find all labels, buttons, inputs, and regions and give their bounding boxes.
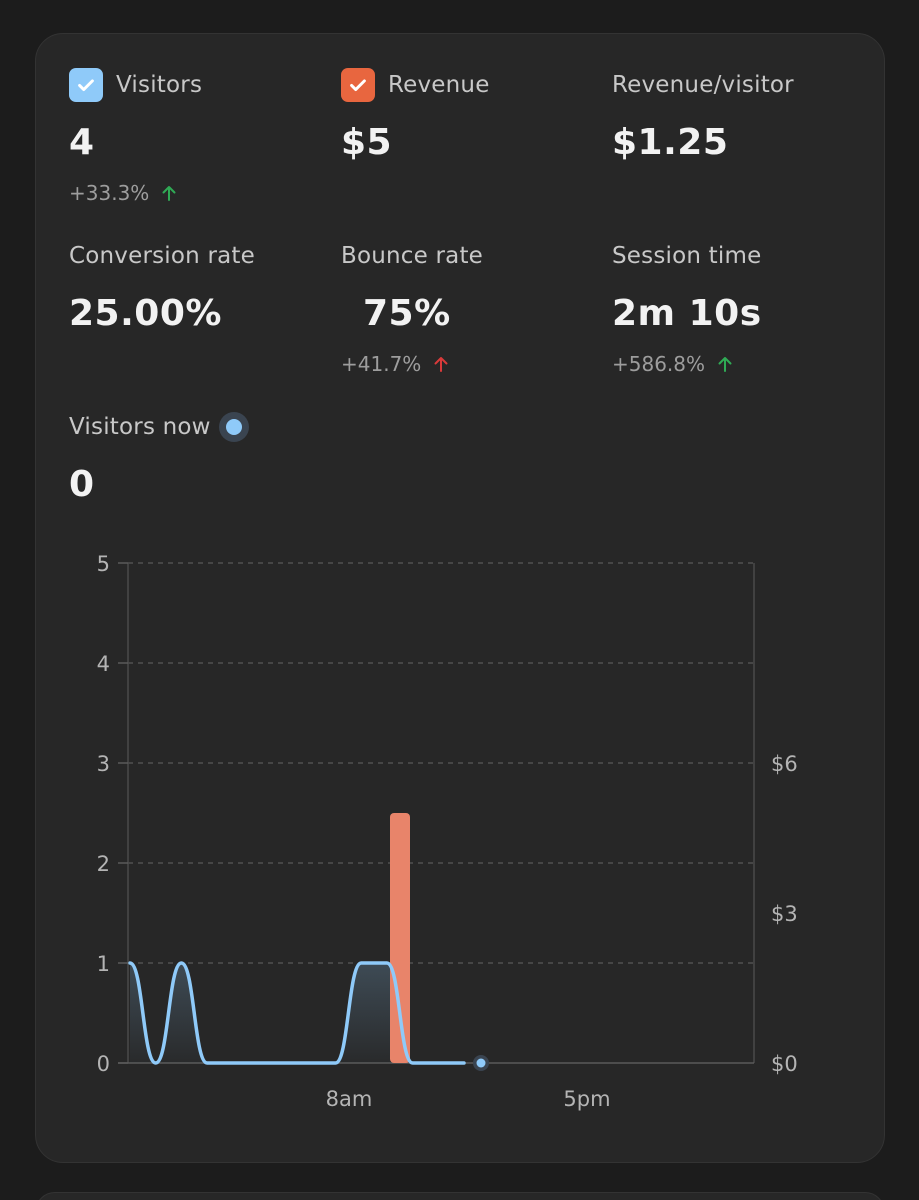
- arrow-up-icon: [434, 357, 448, 372]
- y-tick-label: 3: [97, 752, 110, 776]
- visitors-label: Visitors: [116, 72, 203, 98]
- live-indicator-icon: [218, 412, 249, 442]
- revenue-checkbox[interactable]: [341, 68, 375, 102]
- y-tick-label: 4: [97, 652, 110, 676]
- revenue-value: $5: [341, 122, 393, 163]
- visitors-line: [128, 961, 466, 1065]
- metric-revenue-per-visitor[interactable]: Revenue/visitor $1.25: [612, 68, 862, 163]
- y-right-tick-label: $3: [771, 902, 798, 926]
- bounce-rate-change-text: +41.7%: [341, 352, 422, 376]
- visitors-line-path: [128, 961, 466, 1065]
- y-right-tick-label: $6: [771, 752, 798, 776]
- y-tick-label: 2: [97, 852, 110, 876]
- bounce-rate-value: 75%: [363, 293, 451, 334]
- metric-revenue[interactable]: Revenue $5: [341, 68, 591, 163]
- session-time-label: Session time: [612, 243, 762, 269]
- visitors-checkbox[interactable]: [69, 68, 103, 102]
- revenue-label: Revenue: [388, 72, 490, 98]
- metric-bounce-rate[interactable]: Bounce rate 75% +41.7%: [341, 239, 591, 376]
- chart-axes: [118, 562, 755, 1064]
- session-time-value: 2m 10s: [612, 293, 762, 334]
- revenue-per-visitor-label: Revenue/visitor: [612, 72, 794, 98]
- y-right-tick-label: $0: [771, 1052, 798, 1076]
- current-point: [473, 1055, 489, 1071]
- current-point-dot: [476, 1058, 486, 1068]
- metric-visitors[interactable]: Visitors 4 +33.3%: [69, 68, 319, 205]
- y-axis-left-labels: 0 1 2 3 4 5: [97, 552, 110, 1076]
- y-tick-label: 5: [97, 552, 110, 576]
- session-time-change: +586.8%: [612, 352, 862, 376]
- visitors-change-text: +33.3%: [69, 181, 150, 205]
- visitors-change: +33.3%: [69, 181, 319, 205]
- conversion-rate-value: 25.00%: [69, 293, 222, 334]
- x-axis-labels: 8am 5pm: [326, 1087, 611, 1111]
- visitors-now-value: 0: [69, 464, 95, 505]
- arrow-up-icon: [162, 186, 176, 201]
- session-time-change-text: +586.8%: [612, 352, 706, 376]
- bounce-rate-label: Bounce rate: [341, 243, 484, 269]
- arrow-up-icon: [718, 357, 732, 372]
- conversion-rate-label: Conversion rate: [69, 243, 255, 269]
- visitors-now-label: Visitors now: [69, 414, 211, 440]
- metric-conversion-rate[interactable]: Conversion rate 25.00%: [69, 239, 319, 334]
- visitors-value: 4: [69, 122, 95, 163]
- y-tick-label: 1: [97, 952, 110, 976]
- x-tick-label: 5pm: [563, 1087, 610, 1111]
- visitors-area-fill: [130, 963, 464, 1063]
- metric-session-time[interactable]: Session time 2m 10s +586.8%: [612, 239, 862, 376]
- check-icon: [350, 79, 366, 92]
- chart-grid: [128, 562, 754, 964]
- visitors-area: [130, 963, 464, 1063]
- revenue-per-visitor-value: $1.25: [612, 122, 729, 163]
- x-tick-label: 8am: [326, 1087, 373, 1111]
- y-axis-right-labels: $0 $3 $6: [771, 752, 798, 1076]
- metric-visitors-now[interactable]: Visitors now 0: [69, 410, 319, 505]
- check-icon: [78, 79, 94, 92]
- y-tick-label: 0: [97, 1052, 110, 1076]
- bounce-rate-change: +41.7%: [341, 352, 591, 376]
- revenue-bar: [390, 813, 410, 1063]
- revenue-bars: [390, 813, 410, 1063]
